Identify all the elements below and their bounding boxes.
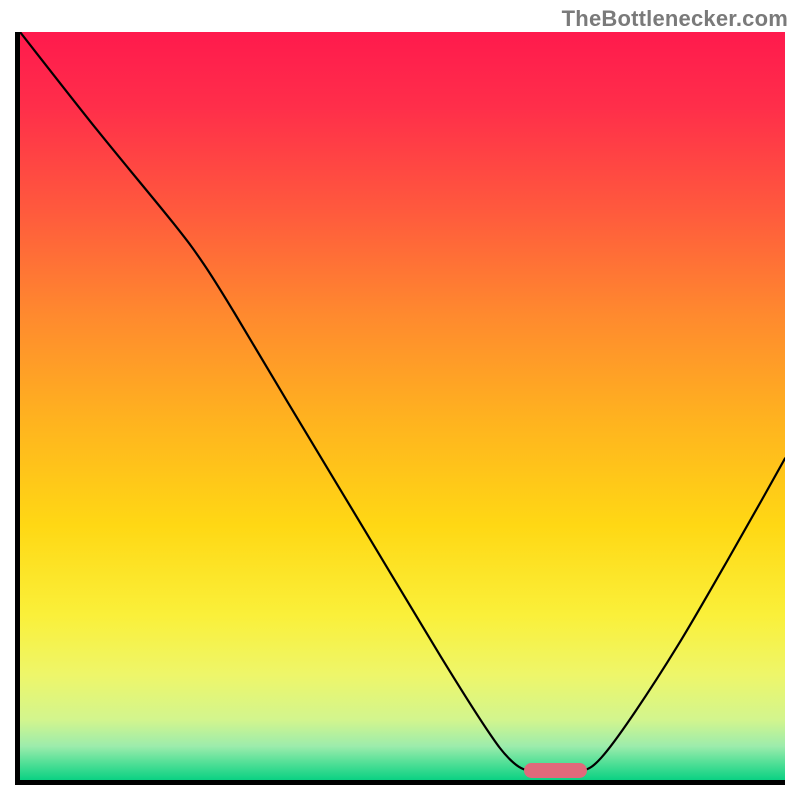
watermark-text: TheBottlenecker.com xyxy=(562,6,788,32)
chart-container: TheBottlenecker.com xyxy=(0,0,800,800)
plot-axes-frame xyxy=(15,32,785,785)
